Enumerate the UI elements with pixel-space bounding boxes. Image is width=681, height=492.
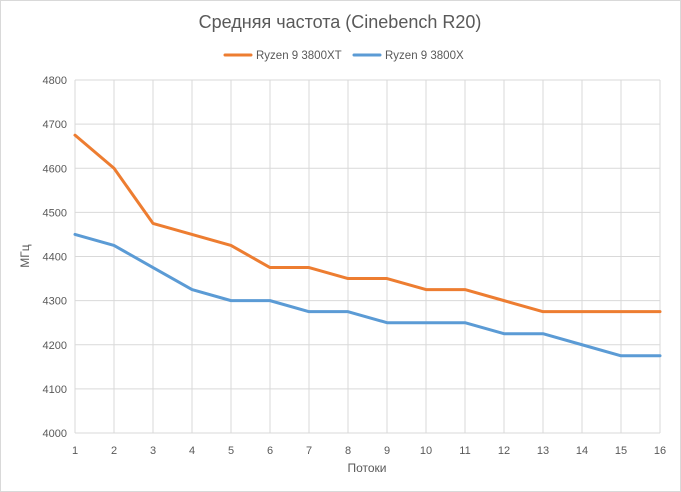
legend-label: Ryzen 9 3800XT	[256, 50, 342, 62]
legend: Ryzen 9 3800XT Ryzen 9 3800X	[223, 50, 464, 62]
x-axis-ticks: 1 2 3 4 5 6 7 8 9 10 11 12 13 14 15 16	[72, 445, 666, 457]
series-lines	[73, 133, 662, 358]
y-axis-title: МГц	[18, 244, 32, 267]
x-tick-label: 1	[72, 445, 78, 457]
x-tick-label: 11	[459, 445, 470, 457]
gridlines	[74, 79, 661, 434]
x-tick-label: 5	[228, 445, 234, 457]
y-tick-label: 4300	[43, 296, 67, 308]
y-axis-ticks: 4000 4100 4200 4300 4400 4500 4600 4700 4800	[43, 75, 67, 440]
x-tick-label: 16	[654, 445, 666, 457]
x-tick-label: 7	[306, 445, 312, 457]
y-tick-label: 4500	[43, 207, 67, 219]
chart-title: Средняя частота (Cinebench R20)	[199, 12, 482, 32]
y-tick-label: 4700	[43, 119, 67, 131]
x-axis-title: Потоки	[347, 461, 386, 475]
x-tick-label: 8	[345, 445, 351, 457]
series-line-ryzen-9-3800xt	[73, 133, 662, 314]
x-tick-label: 10	[420, 445, 432, 457]
y-tick-label: 4100	[43, 384, 67, 396]
legend-label: Ryzen 9 3800X	[385, 50, 464, 62]
x-tick-label: 4	[189, 445, 195, 457]
x-tick-label: 12	[498, 445, 510, 457]
x-tick-label: 2	[111, 445, 117, 457]
x-tick-label: 14	[576, 445, 588, 457]
y-tick-label: 4400	[43, 252, 67, 264]
y-tick-label: 4200	[43, 340, 67, 352]
x-tick-label: 3	[150, 445, 156, 457]
x-tick-label: 6	[267, 445, 273, 457]
x-tick-label: 13	[537, 445, 549, 457]
y-tick-label: 4600	[43, 163, 67, 175]
x-tick-label: 15	[615, 445, 627, 457]
x-tick-label: 9	[384, 445, 390, 457]
y-tick-label: 4800	[43, 75, 67, 87]
y-tick-label: 4000	[43, 428, 67, 440]
series-line-ryzen-9-3800x	[73, 232, 662, 358]
